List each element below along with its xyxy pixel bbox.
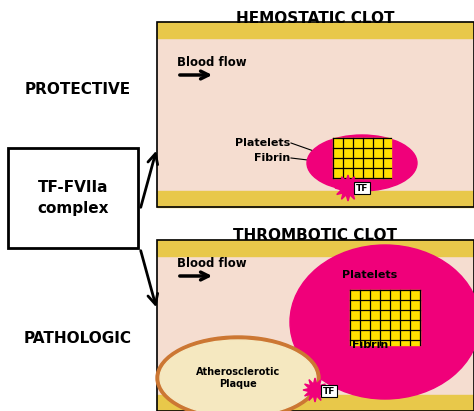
- Polygon shape: [303, 378, 327, 402]
- Bar: [350, 290, 420, 345]
- Bar: [157, 256, 474, 395]
- Ellipse shape: [307, 135, 417, 191]
- Text: Fibrin: Fibrin: [254, 153, 290, 163]
- Text: Fibrin: Fibrin: [352, 340, 388, 350]
- Bar: [333, 138, 391, 178]
- Text: PATHOLOGIC: PATHOLOGIC: [24, 330, 132, 346]
- Text: THROMBOTIC CLOT: THROMBOTIC CLOT: [233, 228, 397, 243]
- Text: Blood flow: Blood flow: [177, 55, 246, 69]
- Bar: [157, 191, 474, 207]
- Text: HEMOSTATIC CLOT: HEMOSTATIC CLOT: [236, 11, 394, 26]
- FancyBboxPatch shape: [8, 148, 138, 248]
- Bar: [157, 22, 474, 207]
- Bar: [157, 22, 474, 38]
- Ellipse shape: [156, 336, 320, 411]
- Polygon shape: [335, 175, 361, 201]
- Ellipse shape: [290, 245, 474, 399]
- Text: Platelets: Platelets: [342, 270, 398, 280]
- Text: TF-FVIIa
complex: TF-FVIIa complex: [37, 180, 109, 216]
- Bar: [157, 395, 474, 411]
- Bar: [157, 240, 474, 411]
- Text: PROTECTIVE: PROTECTIVE: [25, 83, 131, 97]
- Bar: [157, 240, 474, 256]
- Text: TF: TF: [323, 386, 336, 395]
- Text: Atherosclerotic
Plaque: Atherosclerotic Plaque: [196, 367, 280, 389]
- Text: Platelets: Platelets: [235, 138, 290, 148]
- Ellipse shape: [160, 340, 316, 411]
- Bar: [157, 38, 474, 191]
- Text: Blood flow: Blood flow: [177, 256, 246, 270]
- Text: TF: TF: [356, 183, 368, 192]
